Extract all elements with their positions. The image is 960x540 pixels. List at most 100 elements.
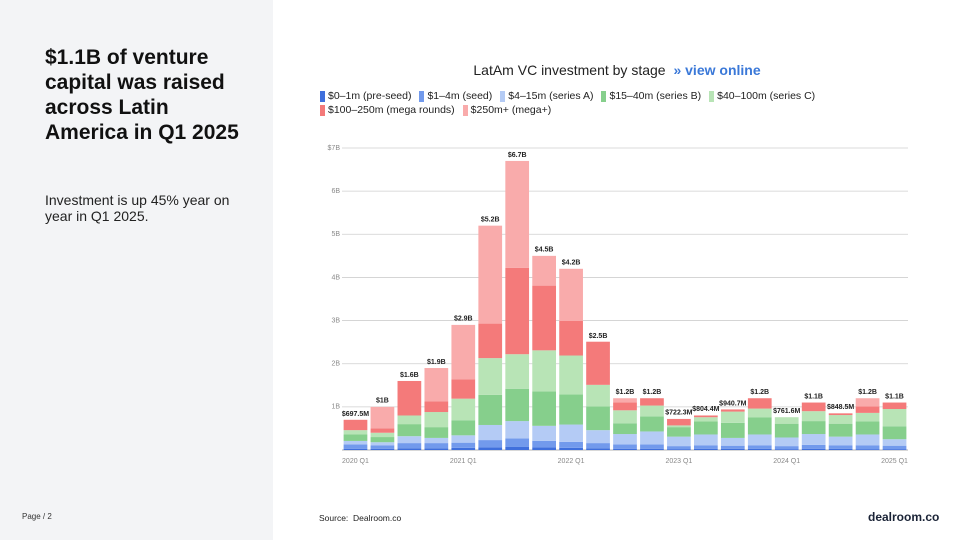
subtitle: Investment is up 45% year on year in Q1 …	[45, 192, 230, 224]
bar-segment	[397, 380, 422, 416]
bar-segment	[693, 448, 718, 450]
bar-segment	[693, 415, 718, 418]
bar-segment	[559, 447, 583, 450]
view-online-link[interactable]: » view online	[673, 62, 761, 78]
bar-segment	[559, 394, 583, 425]
bar-segment	[559, 441, 583, 448]
legend-label: $40–100m (series C)	[717, 90, 816, 102]
legend-label: $0–1m (pre-seed)	[328, 90, 412, 102]
bar-segment	[451, 379, 476, 399]
bar-segment	[424, 401, 449, 413]
bar-segment	[882, 402, 907, 410]
total-label: $6.7B	[508, 152, 527, 159]
bar-segment	[667, 425, 691, 428]
bar-segment	[693, 445, 718, 449]
bar-segment	[720, 437, 745, 446]
bar-segment	[882, 449, 907, 450]
bar-segment	[640, 405, 664, 417]
bar-segment	[586, 448, 610, 450]
bar-segment	[532, 255, 557, 286]
bar-segment	[828, 448, 853, 450]
bar-segment	[855, 412, 880, 422]
bar-segment	[532, 447, 557, 450]
bar-segment	[774, 449, 799, 450]
legend-swatch	[320, 90, 325, 102]
bar-segment	[559, 424, 583, 442]
bar-segment	[667, 446, 691, 450]
bar-segment	[478, 447, 503, 450]
bar-segment	[855, 445, 880, 450]
bar-segment	[613, 448, 637, 450]
bar-segment	[397, 443, 422, 449]
total-label: $4.2B	[562, 260, 581, 267]
chart-title-row: LatAm VC investment by stage » view onli…	[300, 62, 934, 78]
bar-segment	[532, 440, 557, 448]
bar-segment	[478, 358, 503, 395]
source: Source: Dealroom.co	[319, 513, 401, 523]
source-name: Dealroom.co	[353, 513, 402, 523]
bar-segment	[693, 421, 718, 435]
bar-segment	[505, 354, 530, 389]
legend-label: $250m+ (mega+)	[470, 104, 552, 116]
bar-segment	[370, 445, 395, 449]
bar-segment	[370, 432, 395, 438]
bar-segment	[397, 424, 422, 437]
bar-segment	[774, 417, 799, 424]
y-tick-label: 5B	[331, 231, 340, 238]
bar-segment	[747, 417, 772, 435]
bar-segment	[370, 442, 395, 446]
total-label: $1.6B	[400, 372, 419, 379]
bar-segment	[882, 439, 907, 446]
bar-segment	[613, 398, 637, 403]
total-label: $804.4M	[692, 406, 719, 413]
bar-segment	[451, 447, 476, 450]
bar-segment	[451, 398, 476, 421]
total-label: $4.5B	[535, 247, 554, 254]
side-panel	[0, 0, 273, 540]
total-label: $722.3M	[665, 410, 692, 417]
bar-segment	[397, 448, 422, 450]
bar-segment	[505, 446, 530, 450]
bar-segment	[424, 368, 449, 402]
bar-segment	[747, 408, 772, 418]
total-label: $1.2B	[643, 389, 662, 396]
y-tick-label: 2B	[331, 361, 340, 368]
bar-segment	[882, 426, 907, 440]
bar-segment	[343, 440, 368, 445]
bar-segment	[532, 425, 557, 441]
bar-segment	[855, 406, 880, 413]
bar-segment	[370, 437, 395, 443]
bar-segment	[801, 444, 826, 449]
total-label: $1.2B	[750, 389, 769, 396]
bar-segment	[478, 424, 503, 441]
legend-swatch	[462, 104, 468, 116]
bar-segment	[505, 438, 530, 447]
bar-segment	[586, 443, 610, 449]
bar-segment	[451, 435, 476, 443]
bar-segment	[640, 398, 664, 406]
legend-item: $250m+ (mega+)	[462, 104, 552, 116]
legend-swatch	[419, 90, 425, 102]
y-tick-label: 6B	[331, 188, 340, 195]
bar-segment	[505, 160, 530, 268]
bar-segment	[613, 434, 637, 445]
legend-item: $15–40m (series B)	[601, 90, 701, 102]
bar-segment	[693, 417, 718, 422]
bar-segment	[532, 350, 557, 392]
total-label: $697.5M	[342, 411, 369, 418]
legend-label: $4–15m (series A)	[508, 90, 594, 102]
total-label: $848.5M	[827, 404, 854, 411]
bar-segment	[720, 411, 745, 423]
chart-title: LatAm VC investment by stage	[473, 62, 666, 78]
total-label: $1.2B	[616, 389, 635, 396]
bar-segment	[343, 419, 368, 431]
bar-segment	[505, 421, 530, 439]
legend: $0–1m (pre-seed) $1–4m (seed) $4–15m (seri…	[320, 90, 920, 116]
legend-swatch	[500, 90, 506, 102]
bar-segment	[613, 410, 637, 424]
bar-segment	[801, 434, 826, 445]
y-tick-label: 4B	[331, 274, 340, 281]
bar-segment	[559, 355, 583, 395]
total-label: $5.2B	[481, 217, 500, 224]
legend-item: $4–15m (series A)	[500, 90, 593, 102]
